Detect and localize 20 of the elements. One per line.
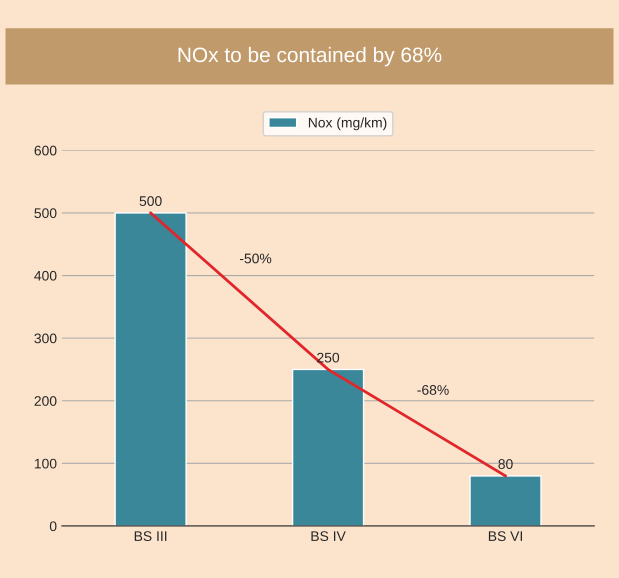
bar <box>114 212 187 526</box>
x-tick-label: BS IV <box>311 531 346 542</box>
data-label: 250 <box>317 352 340 363</box>
y-tick-label: 600 <box>34 146 56 156</box>
annotation: -50% <box>240 254 272 264</box>
y-tick-label: 200 <box>34 396 56 406</box>
legend-label: Nox (mg/km) <box>308 117 386 130</box>
y-tick-label: 500 <box>34 208 56 218</box>
y-tick-label: 100 <box>34 458 56 469</box>
x-tick-label: BS III <box>134 531 166 542</box>
y-tick-label: 400 <box>34 270 56 281</box>
annotation: -68% <box>417 385 449 395</box>
chart-title: NOx to be contained by 68% <box>178 46 442 66</box>
y-tick-label: 0 <box>50 521 56 532</box>
data-label: 500 <box>140 196 162 206</box>
data-label: 80 <box>498 459 513 469</box>
x-tick-label: BS VI <box>488 531 522 542</box>
bar <box>469 475 542 526</box>
bar <box>292 368 364 526</box>
y-tick-label: 300 <box>34 333 56 344</box>
